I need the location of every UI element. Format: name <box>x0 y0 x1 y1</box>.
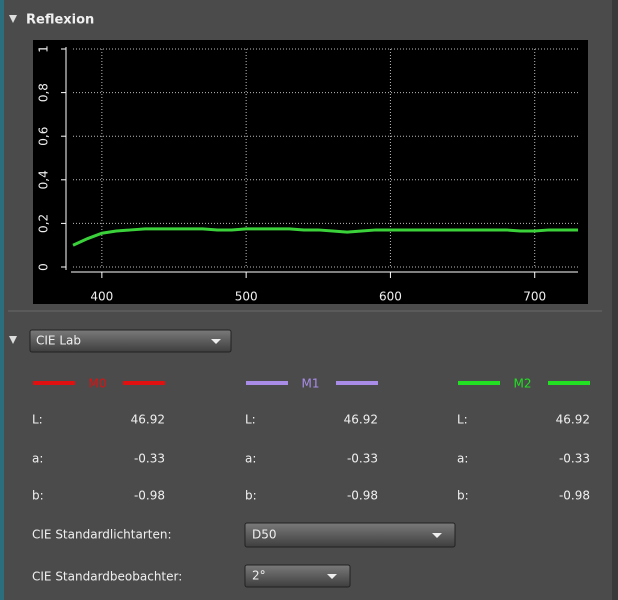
dropdown-value: CIE Lab <box>36 334 81 348</box>
row-label: L: <box>457 413 468 427</box>
x-tick-label: 700 <box>523 290 546 304</box>
row-label: b: <box>457 489 469 503</box>
row-value: 46.92 <box>344 413 378 427</box>
side-stripe <box>0 0 4 600</box>
row-value: 46.92 <box>556 413 590 427</box>
dropdown-arrow <box>327 574 337 579</box>
y-tick-label: 0,4 <box>37 170 51 189</box>
dropdown-arrow <box>211 339 221 344</box>
collapse-arrow[interactable] <box>9 15 17 23</box>
dropdown-arrow <box>432 533 442 538</box>
row-label: b: <box>32 489 44 503</box>
y-tick-label: 1 <box>37 45 51 53</box>
row-label: b: <box>245 489 257 503</box>
row-value: -0.98 <box>559 489 590 503</box>
observer-label: CIE Standardbeobachter: <box>32 570 182 584</box>
y-tick-label: 0,6 <box>37 127 51 146</box>
collapse-arrow[interactable] <box>9 336 17 344</box>
measurement-name: M1 <box>302 377 320 391</box>
row-value: -0.33 <box>559 452 590 466</box>
row-value: -0.98 <box>347 489 378 503</box>
measurement-name: M0 <box>89 377 107 391</box>
row-value: -0.33 <box>347 452 378 466</box>
y-tick-label: 0,8 <box>37 83 51 102</box>
chart-area <box>33 40 588 304</box>
row-label: a: <box>245 452 256 466</box>
y-tick-label: 0,2 <box>37 214 51 233</box>
row-label: a: <box>457 452 468 466</box>
right-border <box>612 0 618 600</box>
row-label: L: <box>32 413 43 427</box>
measurement-name: M2 <box>514 377 532 391</box>
x-tick-label: 600 <box>379 290 402 304</box>
dropdown-value: 2° <box>252 569 266 583</box>
dropdown-value: D50 <box>252 528 277 542</box>
x-tick-label: 500 <box>235 290 258 304</box>
row-label: a: <box>32 452 43 466</box>
illuminant-dropdown[interactable] <box>244 522 456 548</box>
row-label: L: <box>245 413 256 427</box>
illuminant-label: CIE Standardlichtarten: <box>32 528 172 542</box>
x-tick-label: 400 <box>90 290 113 304</box>
observer-dropdown[interactable] <box>244 564 351 588</box>
row-value: -0.33 <box>134 452 165 466</box>
data-line <box>72 227 578 247</box>
row-value: -0.98 <box>134 489 165 503</box>
y-tick-label: 0 <box>37 263 51 271</box>
row-value: 46.92 <box>131 413 165 427</box>
chart: 0 0,2 0,4 0,6 0,8 1 400 500 600 700 <box>37 45 578 304</box>
color-space-dropdown[interactable] <box>29 329 232 353</box>
panel-title: Reflexion <box>26 13 94 28</box>
measurement-table: M0 L: 46.92 a: -0.33 b: -0.98 M1 L: 46.92 a: -0.33 b… <box>32 377 590 503</box>
